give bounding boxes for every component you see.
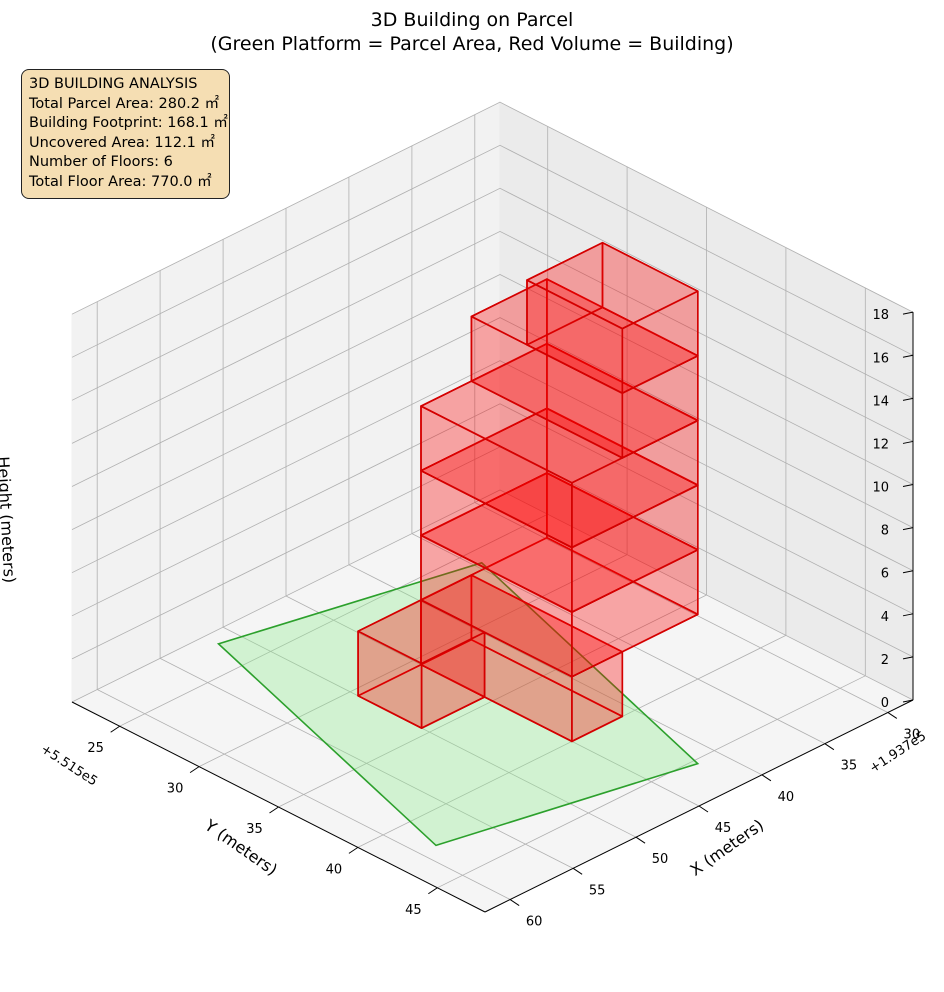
y-tick-label: 25 — [87, 741, 104, 756]
info-total-parcel-area: Total Parcel Area: 280.2 ㎡ — [29, 95, 220, 112]
z-tick-label: 10 — [872, 481, 889, 496]
z-axis-label: Height (meters) — [0, 456, 19, 584]
x-tick-label: 30 — [904, 727, 921, 742]
axes-3d: 30 35 40 45 50 55 60 25 30 35 40 45 0 2 4 6 8 10 12 14 16 18 — [70, 101, 920, 930]
x-tick-label: 60 — [526, 915, 543, 930]
z-tick-label: 6 — [881, 567, 889, 582]
info-title: 3D BUILDING ANALYSIS — [29, 76, 198, 92]
building-floor-3 — [420, 407, 699, 613]
z-tick — [902, 397, 914, 401]
x-tick — [698, 805, 709, 813]
building-face — [526, 241, 699, 330]
y-tick — [189, 766, 200, 774]
tick-labels: 30 35 40 45 50 55 60 25 30 35 40 45 0 2 4 6 8 10 12 14 16 18 — [87, 308, 920, 929]
x-tick-label: 50 — [652, 852, 669, 867]
parcel-layer — [216, 561, 700, 847]
y-tick — [110, 725, 120, 733]
grid-line-z — [71, 101, 914, 315]
x-tick — [572, 867, 583, 875]
x-tick — [887, 712, 898, 719]
building-floor-6 — [526, 241, 699, 395]
z-tick — [902, 354, 914, 358]
z-tick — [902, 527, 914, 531]
grid-line-z — [71, 360, 914, 574]
z-tick — [902, 570, 914, 574]
y-tick-label: 40 — [326, 862, 343, 877]
z-tick-label: 12 — [872, 437, 889, 452]
z-tick — [902, 656, 914, 660]
grid-line-z — [71, 230, 914, 444]
grid-line-z — [71, 489, 914, 703]
z-tick — [902, 311, 914, 315]
chart-title: 3D Building on Parcel — [371, 9, 574, 31]
y-tick-label: 35 — [246, 822, 263, 837]
grid-line-z — [71, 317, 914, 530]
z-tick — [902, 440, 914, 444]
grid-line-z — [71, 274, 914, 487]
z-tick-label: 8 — [881, 524, 889, 539]
x-tick — [761, 774, 772, 782]
z-tick-label: 4 — [881, 610, 889, 625]
y-tick — [348, 846, 359, 854]
info-building-footprint: Building Footprint: 168.1 ㎡ — [29, 115, 228, 131]
z-tick-label: 2 — [881, 653, 889, 668]
grid-line-z — [71, 144, 914, 358]
info-uncovered-area: Uncovered Area: 112.1 ㎡ — [29, 134, 216, 151]
y-tick-label: 30 — [167, 782, 184, 797]
z-tick — [902, 699, 914, 703]
x-tick — [824, 743, 835, 751]
analysis-info-box: 3D BUILDING ANALYSIS Total Parcel Area: … — [21, 69, 230, 199]
x-offset-label: +1.937e5 — [867, 729, 929, 777]
grid-line-z — [71, 187, 914, 401]
tick-marks — [110, 311, 914, 906]
parcel-platform — [216, 561, 700, 847]
x-tick-label: 40 — [778, 790, 795, 805]
x-tick-label: 45 — [715, 821, 732, 836]
x-tick-label: 55 — [589, 883, 606, 898]
z-tick — [902, 613, 914, 617]
grid-line-z — [71, 403, 914, 617]
info-total-floor-area: Total Floor Area: 770.0 ㎡ — [29, 173, 212, 190]
z-tick-label: 18 — [872, 308, 889, 323]
x-tick — [509, 899, 520, 906]
chart-subtitle: (Green Platform = Parcel Area, Red Volum… — [210, 33, 733, 55]
z-tick-label: 16 — [872, 351, 889, 366]
z-tick-label: 0 — [881, 696, 889, 711]
building-layer — [357, 241, 699, 743]
z-tick-label: 14 — [872, 394, 889, 409]
z-tick — [902, 484, 914, 488]
y-tick — [269, 806, 279, 814]
x-tick — [635, 836, 646, 844]
y-axis-label: Y (meters) — [201, 815, 281, 879]
info-number-of-floors: Number of Floors: 6 — [29, 154, 173, 170]
x-tick-label: 35 — [841, 759, 858, 774]
y-tick — [428, 887, 438, 895]
y-tick-label: 45 — [405, 903, 422, 918]
